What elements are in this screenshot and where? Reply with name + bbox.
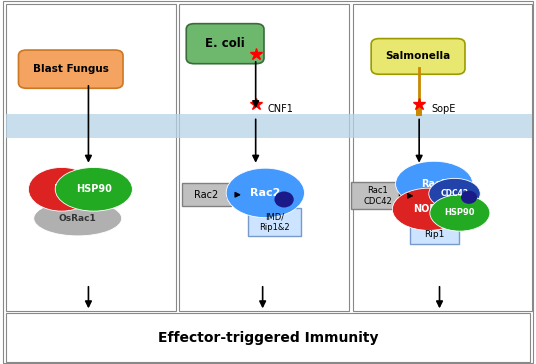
Ellipse shape	[274, 191, 294, 207]
Bar	[399, 192, 406, 199]
Text: Rac2: Rac2	[250, 188, 280, 198]
FancyBboxPatch shape	[371, 39, 465, 74]
Bar	[416, 102, 422, 116]
Ellipse shape	[461, 191, 477, 204]
Text: OsRac1: OsRac1	[59, 214, 96, 223]
FancyBboxPatch shape	[351, 182, 405, 209]
Text: CNF1: CNF1	[268, 104, 294, 114]
FancyBboxPatch shape	[410, 225, 459, 244]
Text: HSP90: HSP90	[76, 184, 111, 194]
Text: Rac1
CDC42: Rac1 CDC42	[363, 186, 392, 206]
Text: Rac2: Rac2	[194, 190, 219, 200]
Ellipse shape	[430, 195, 490, 231]
Text: HSP90: HSP90	[445, 209, 475, 217]
FancyBboxPatch shape	[18, 50, 123, 88]
Text: IMD/
Rip1&2: IMD/ Rip1&2	[259, 212, 290, 232]
Text: Effector-triggered Immunity: Effector-triggered Immunity	[158, 331, 378, 345]
FancyBboxPatch shape	[6, 313, 530, 362]
Ellipse shape	[226, 168, 304, 218]
Ellipse shape	[429, 178, 480, 209]
FancyBboxPatch shape	[6, 4, 176, 311]
Bar	[227, 191, 233, 198]
FancyBboxPatch shape	[179, 4, 349, 311]
Text: CDC42: CDC42	[441, 189, 468, 198]
Ellipse shape	[34, 201, 122, 236]
Text: Pit: Pit	[54, 184, 70, 194]
Text: Blast Fungus: Blast Fungus	[33, 64, 109, 74]
FancyBboxPatch shape	[182, 183, 231, 206]
Text: E. coli: E. coli	[205, 37, 245, 50]
FancyBboxPatch shape	[353, 4, 532, 311]
FancyBboxPatch shape	[187, 24, 264, 64]
Ellipse shape	[55, 167, 132, 211]
Text: SopE: SopE	[431, 104, 456, 114]
Ellipse shape	[396, 161, 473, 206]
Text: Rac1: Rac1	[421, 179, 448, 189]
Ellipse shape	[392, 188, 465, 230]
Ellipse shape	[28, 167, 95, 211]
FancyBboxPatch shape	[248, 208, 301, 236]
Bar	[6, 114, 532, 138]
Text: Rip1: Rip1	[424, 230, 444, 239]
Text: NOD1: NOD1	[413, 204, 444, 214]
Text: Salmonella: Salmonella	[385, 51, 451, 62]
